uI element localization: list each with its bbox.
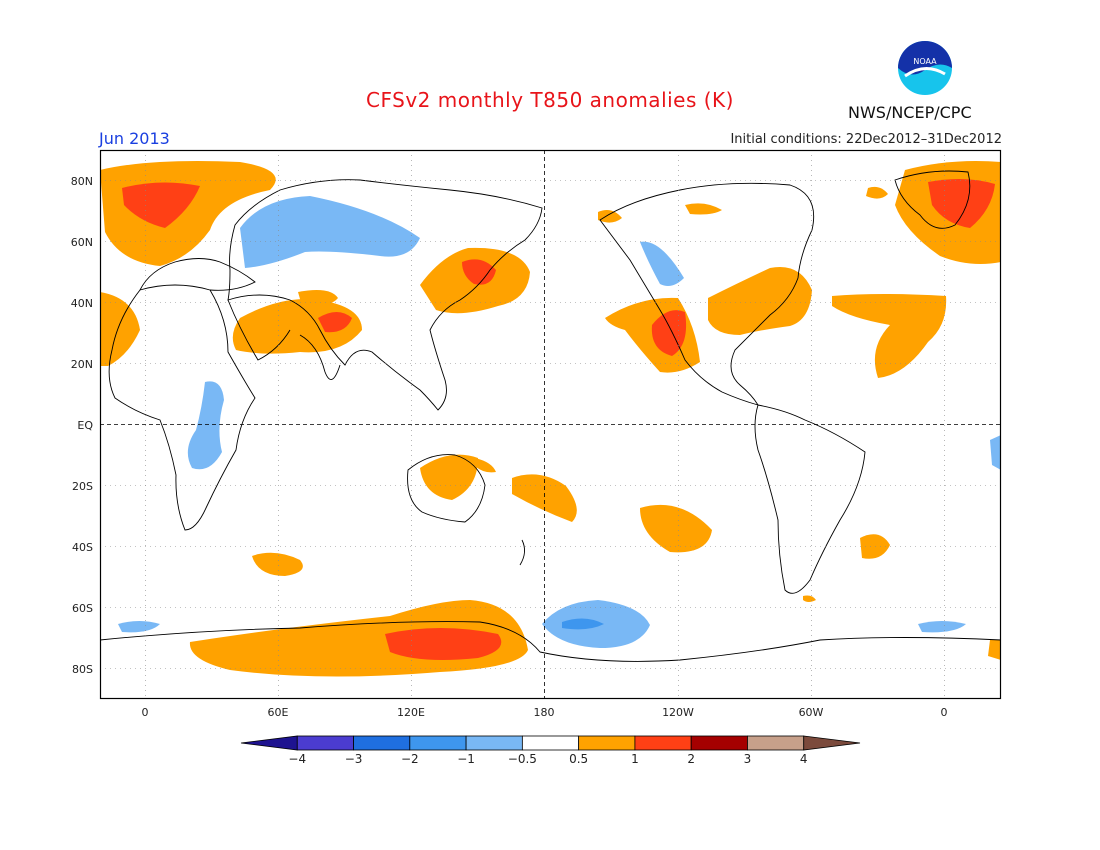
- coast-india: [299, 334, 341, 380]
- coast-asia: [227, 179, 543, 411]
- anomaly-region-coral-sea: [475, 458, 496, 473]
- anomaly-region-greenland-core: [122, 182, 200, 228]
- lat-label-eq: EQ: [77, 419, 93, 432]
- legend-swatch-6: [578, 735, 636, 751]
- initial-conditions: Initial conditions: 22Dec2012–31Dec2012: [730, 132, 1002, 147]
- legend-label-0: −4: [288, 752, 306, 766]
- anomaly-region-indian-ocean: [252, 552, 303, 576]
- anomaly-region-middle-east: [232, 299, 362, 354]
- map-frame: [99, 149, 1002, 700]
- legend-swatch-1: [296, 735, 354, 751]
- anomaly-region-drake: [803, 595, 816, 602]
- legend-label-4: −0.5: [508, 752, 537, 766]
- lon-label-0-east: 0: [941, 706, 948, 719]
- anomaly-region-west-africa: [100, 292, 140, 366]
- anomaly-region-great-basin: [651, 310, 687, 356]
- legend-swatch-5: [521, 735, 580, 751]
- lat-label-60s: 60S: [72, 602, 93, 615]
- anomaly-region-antarctic-atlantic: [118, 621, 160, 633]
- anomaly-region-east-antarctica: [385, 628, 502, 660]
- anomaly-region-pacific-northwest: [640, 241, 684, 286]
- graticule: [100, 150, 1001, 699]
- coast-africa: [108, 284, 256, 531]
- lat-label-20s: 20S: [72, 480, 93, 493]
- lat-label-20n: 20N: [71, 358, 93, 371]
- coast-europe: [139, 258, 256, 291]
- lat-label-40s: 40S: [72, 541, 93, 554]
- legend-swatch-4: [465, 735, 523, 751]
- anomaly-region-north-atlantic: [832, 294, 947, 378]
- legend-label-9: 4: [800, 752, 808, 766]
- anomaly-region-caspian: [298, 290, 338, 307]
- equator-dateline: [100, 150, 1001, 699]
- anomaly-region-east-africa: [187, 381, 224, 470]
- legend-swatch-8: [690, 735, 748, 751]
- noaa-logo-text: NOAA: [913, 57, 937, 66]
- noaa-logo: NOAA: [898, 41, 952, 95]
- lat-label-60n: 60N: [71, 236, 93, 249]
- anomaly-region-alaska: [598, 210, 622, 223]
- legend-swatch-9: [747, 735, 805, 751]
- anomaly-region-antarctic-atlantic-east: [918, 621, 966, 633]
- anomaly-region-siberia: [240, 196, 420, 268]
- anomaly-region-eastern-us: [708, 266, 812, 335]
- lon-label-120e: 120E: [397, 706, 425, 719]
- coast-new-zealand: [519, 539, 525, 566]
- legend-swatch-0: [240, 735, 298, 751]
- anomaly-shading: [100, 161, 1001, 677]
- coast-australia: [407, 454, 486, 523]
- legend-label-8: 3: [744, 752, 752, 766]
- lon-label-60e: 60E: [268, 706, 289, 719]
- anomaly-region-tibet: [318, 312, 352, 333]
- lon-label-120w: 120W: [662, 706, 694, 719]
- coast-north-america: [599, 182, 815, 406]
- legend-label-1: −3: [345, 752, 363, 766]
- legend-label-7: 2: [687, 752, 695, 766]
- map-title: CFSv2 monthly T850 anomalies (K): [366, 88, 734, 112]
- legend-swatch-3: [409, 735, 467, 751]
- forecast-month: Jun 2013: [99, 129, 170, 148]
- anomaly-region-manchuria: [462, 259, 496, 285]
- anomaly-region-australia: [420, 454, 478, 500]
- anomaly-region-weddell: [988, 640, 1001, 660]
- coast-greenland: [894, 170, 971, 229]
- legend-swatch-7: [634, 735, 692, 751]
- legend-label-5: 0.5: [569, 752, 588, 766]
- coast-antarctica: [100, 621, 1001, 662]
- lat-label-80n: 80N: [71, 175, 93, 188]
- lon-label-180: 180: [534, 706, 555, 719]
- legend-swatch-10: [803, 735, 861, 751]
- lat-label-80s: 80S: [72, 663, 93, 676]
- anomaly-region-south-pacific: [512, 474, 577, 522]
- legend-label-6: 1: [631, 752, 639, 766]
- lon-labels: 0 60E 120E 180 120W 60W 0: [142, 706, 948, 719]
- legend-swatch-2: [353, 735, 411, 751]
- coastlines: [100, 170, 1001, 662]
- legend-label-2: −2: [401, 752, 419, 766]
- coast-south-america: [754, 404, 866, 594]
- lat-label-40n: 40N: [71, 297, 93, 310]
- organization-label: NWS/NCEP/CPC: [848, 103, 972, 122]
- lat-labels: 80N 60N 40N 20N EQ 20S 40S 60S 80S: [71, 175, 94, 676]
- lon-label-0-west: 0: [142, 706, 149, 719]
- color-legend: −4 −3 −2 −1 −0.5 0.5 1 2 3 4: [240, 735, 861, 766]
- anomaly-region-baffin: [866, 186, 888, 199]
- anomaly-region-east-pacific: [640, 504, 712, 553]
- lon-label-60w: 60W: [799, 706, 824, 719]
- anomaly-region-ross-sea-core: [562, 618, 604, 630]
- anomaly-region-canada: [685, 203, 722, 215]
- anomaly-region-brazil-coast: [990, 435, 1001, 470]
- coast-arabia: [227, 299, 291, 361]
- legend-label-3: −1: [457, 752, 475, 766]
